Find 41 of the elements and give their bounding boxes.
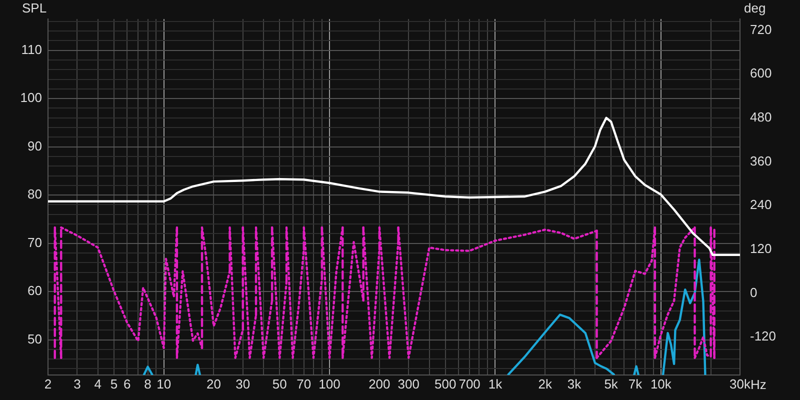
x-tick-label: 20: [206, 376, 221, 392]
x-tick-label: 5: [110, 376, 118, 392]
x-tick-label: 2k: [538, 376, 552, 392]
y-tick-label: 60: [28, 283, 42, 298]
x-tick-label: 200: [368, 376, 390, 392]
y2-tick-label: 240: [750, 197, 772, 212]
x-tick-label: 3k: [567, 376, 582, 392]
x-tick-label: 10: [156, 376, 172, 392]
x-tick-label: 700: [458, 376, 480, 392]
x-tick-label: 70: [296, 376, 312, 392]
y2-tick-label: 480: [750, 110, 772, 125]
y2-tick-label: 720: [750, 22, 772, 37]
x-tick-label: 30: [236, 376, 250, 392]
y2-tick-label: -120: [750, 328, 776, 344]
y-tick-label: 50: [28, 331, 42, 346]
x-tick-label: 6: [123, 376, 131, 392]
x-tick-label: 8: [144, 376, 152, 392]
x-tick-label: 30k: [730, 376, 751, 392]
y-tick-label: 100: [20, 90, 42, 106]
x-tick-label: 5k: [604, 376, 618, 392]
x-tick-label: 100: [318, 376, 340, 392]
y2-tick-label: 0: [750, 284, 758, 300]
y2-tick-label: 360: [750, 153, 772, 168]
x-tick-label: 7k: [628, 376, 643, 392]
x-tick-label: 4: [94, 376, 102, 392]
x-tick-label: 300: [398, 376, 420, 392]
y2-tick-label: 600: [750, 66, 772, 81]
x-tick-label: 1k: [488, 376, 503, 392]
y-tick-label: 70: [28, 234, 42, 250]
x-axis-title: Hz: [750, 377, 766, 392]
x-tick-label: 500: [434, 376, 456, 392]
y-tick-label: 80: [28, 186, 42, 202]
x-tick-label: 2: [44, 376, 52, 392]
y-axis-title: SPL: [22, 0, 47, 16]
x-tick-label: 10k: [650, 376, 672, 392]
y-tick-label: 90: [28, 138, 42, 154]
x-tick-label: 3: [74, 376, 81, 392]
y-tick-label: 110: [21, 42, 42, 57]
y2-tick-label: 120: [750, 240, 772, 256]
y2-axis-title: deg: [744, 0, 766, 16]
x-tick-label: 50: [272, 376, 287, 392]
